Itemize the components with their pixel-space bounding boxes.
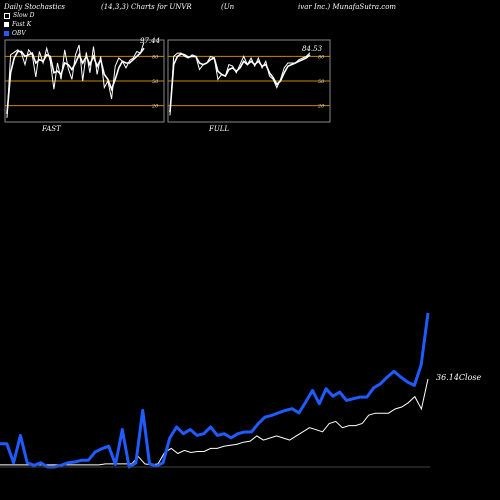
full-line-fast-k bbox=[169, 52, 311, 116]
full-grid-label-50: 50 bbox=[318, 79, 325, 85]
header-title: Daily Stochastics bbox=[4, 3, 66, 11]
legend-swatch-fast-k bbox=[4, 22, 9, 27]
obv-line bbox=[0, 312, 430, 469]
legend-label-obv: OBV bbox=[12, 30, 26, 37]
legend-obv: OBV bbox=[4, 30, 26, 37]
full-grid-label-20: 20 bbox=[317, 104, 325, 110]
header-company-a: (Un bbox=[221, 3, 235, 11]
fast-line-fast-k bbox=[6, 41, 145, 118]
full-gridlines: 80 50 20 bbox=[168, 54, 330, 110]
full-series bbox=[169, 52, 311, 116]
full-grid-label-80: 80 bbox=[318, 54, 325, 60]
full-panel-label: FULL bbox=[208, 125, 229, 133]
legend-fast-k: Fast K bbox=[4, 21, 31, 28]
legend-swatch-slow-d bbox=[4, 12, 10, 19]
fast-grid-label-20: 20 bbox=[151, 104, 159, 110]
close-line bbox=[0, 378, 429, 466]
fast-line-slow-d bbox=[6, 47, 145, 114]
legend-swatch-obv bbox=[4, 31, 9, 36]
close-label: 36.14Close bbox=[436, 373, 482, 382]
fast-panel-label: FAST bbox=[41, 125, 62, 133]
legend-label-slow-d: Slow D bbox=[13, 12, 35, 19]
legend-label-fast-k: Fast K bbox=[12, 21, 32, 28]
header-subtitle: (14,3,3) Charts for UNVR bbox=[101, 3, 192, 11]
fast-grid-label-80: 80 bbox=[152, 54, 159, 60]
fast-gridlines: 80 50 20 bbox=[5, 54, 164, 110]
fast-grid-label-50: 50 bbox=[152, 79, 159, 85]
fast-last-value: 97.44 bbox=[140, 37, 160, 45]
full-panel: 80 50 20 FULL 84.53 bbox=[167, 39, 331, 133]
obv-series bbox=[0, 312, 430, 469]
fast-panel: 80 50 20 FAST 97.44 bbox=[4, 37, 165, 133]
legend-slow-d: Slow D bbox=[4, 12, 35, 19]
full-last-value: 84.53 bbox=[302, 45, 323, 53]
fast-series bbox=[6, 41, 145, 118]
header-company-b: ivar Inc.) MunafaSutra.com bbox=[298, 3, 397, 11]
obv-chart: 36.14Close bbox=[0, 312, 482, 469]
full-line-slow-d bbox=[169, 53, 311, 113]
